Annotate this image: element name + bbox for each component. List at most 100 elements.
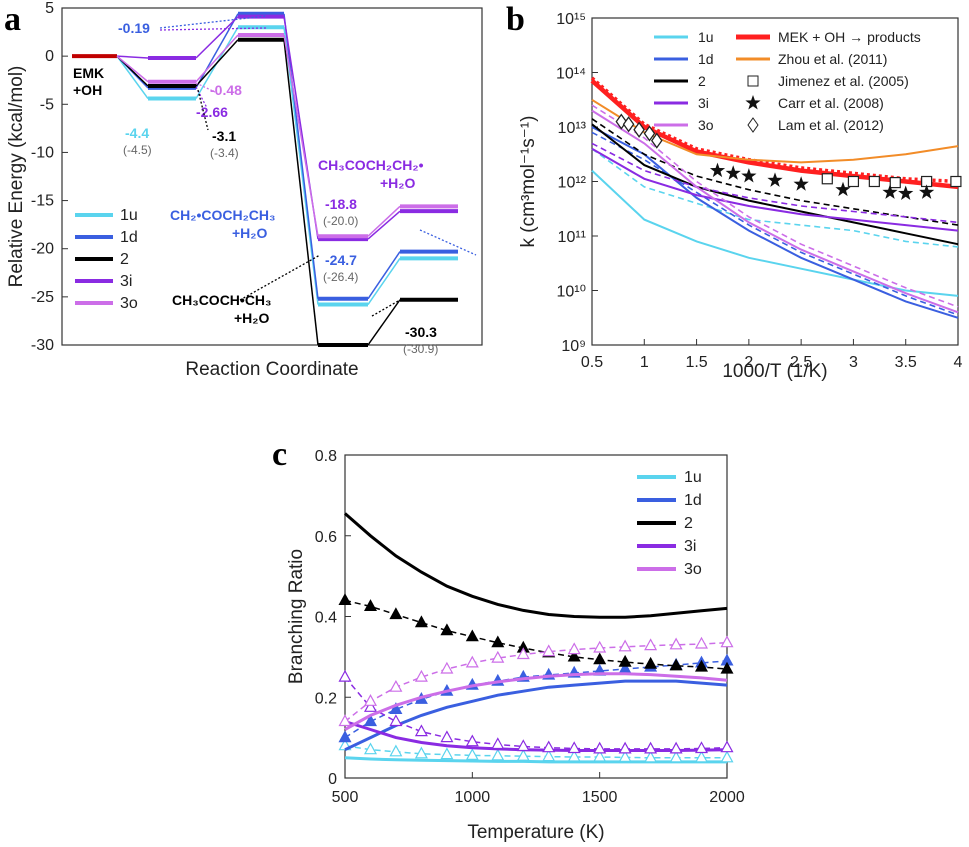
panel-b-legend-label-3i: 3i xyxy=(698,95,709,111)
panel-a-energy-label: -30.3 xyxy=(405,324,437,340)
panel-c-marker-1u xyxy=(542,749,556,762)
panel-a-pointer xyxy=(371,299,401,317)
panel-b-legend-label-3o: 3o xyxy=(698,117,714,133)
panel-c-legend-label-3i: 3i xyxy=(684,538,696,555)
panel-b-ytick-label: 10¹⁰ xyxy=(556,284,586,301)
panel-b-xtick-label: 0.5 xyxy=(581,354,603,371)
panel-c-marker-1u xyxy=(720,750,734,763)
panel-a-connector-1d xyxy=(283,13,319,299)
panel-c-marker-2 xyxy=(593,652,607,665)
panel-a-energy-sublabel: (-26.4) xyxy=(323,270,358,284)
panel-c-marker-2 xyxy=(644,656,658,669)
panel-c-marker-1u xyxy=(593,749,607,762)
panel-a-xlabel: Reaction Coordinate xyxy=(185,359,358,380)
panel-a-connector-1u xyxy=(283,27,319,305)
panel-c-marker-2 xyxy=(491,635,505,648)
panel-c-legend-label-1u: 1u xyxy=(684,469,702,486)
panel-c-marker-1d xyxy=(363,714,378,727)
panel-a-connector-2 xyxy=(195,39,239,87)
panel-c-marker-3o xyxy=(414,669,428,682)
panel-a-frame xyxy=(61,7,483,346)
panel-b-dashed-3o xyxy=(591,104,959,308)
panel-a-connector-1u xyxy=(367,257,401,305)
panel-a-legend-label-1u: 1u xyxy=(120,207,138,224)
panel-c-legend-label-3o: 3o xyxy=(684,561,702,578)
panel-c-legend-label-1d: 1d xyxy=(684,492,702,509)
panel-b-marker-carr xyxy=(793,176,809,191)
panel-a-species-label: +H₂O xyxy=(380,175,416,191)
panel-c-marker-3i xyxy=(363,700,378,712)
panel-b-marker-lam xyxy=(633,121,645,138)
panel-c-marker-1u xyxy=(363,742,378,755)
panel-a-species-label: CH₃COCH₂CH₂• xyxy=(318,157,424,173)
panel-c-marker-1u xyxy=(644,750,658,763)
panel-c-marker-2 xyxy=(567,649,581,662)
panel-a-legend-label-3o: 3o xyxy=(120,295,138,312)
panel-b-marker-carr xyxy=(882,184,898,199)
panel-c-marker-1u xyxy=(618,750,632,762)
panel-a-connector-1u xyxy=(116,55,149,99)
panel-a-species-label: CH₂•COCH₂CH₃ xyxy=(170,207,275,223)
panel-c-line-1d xyxy=(344,679,728,752)
panel-a-pointer xyxy=(239,254,321,301)
panel-letter-a: a xyxy=(4,1,21,38)
panel-c-xlabel: Temperature (K) xyxy=(467,822,604,843)
panel-b-marker-carr xyxy=(919,184,935,199)
panel-c-marker-3o xyxy=(465,655,479,668)
panel-c-marker-3i xyxy=(618,741,632,754)
panel-a-connector-3i xyxy=(195,16,239,59)
panel-c-marker-3i xyxy=(669,741,683,754)
panel-c-dashed-3o xyxy=(344,641,728,723)
panel-c-marker-3o xyxy=(593,640,607,653)
panel-b-ytick-label: 10¹¹ xyxy=(558,229,586,246)
panel-b-marker-carr xyxy=(741,168,757,183)
panel-c-ytick-label: 0 xyxy=(328,771,337,788)
panel-b-marker-carr xyxy=(767,172,783,187)
panel-c-xtick-label: 1000 xyxy=(455,789,491,806)
panel-a-ytick-label: -15 xyxy=(31,193,54,210)
panel-b-marker-carr xyxy=(835,181,851,197)
panel-b-marker-jimenez xyxy=(889,176,901,189)
panel-c-marker-3i xyxy=(389,714,403,727)
panel-a-pointer xyxy=(197,89,209,131)
panel-c-marker-3o xyxy=(440,661,454,674)
panel-c-marker-3i xyxy=(567,741,581,754)
panel-b-legend-label: Zhou et al. (2011) xyxy=(778,51,887,67)
panel-a-ytick-label: 0 xyxy=(45,48,54,65)
panel-a-species-label: +H₂O xyxy=(234,310,270,326)
panel-b-marker-lam xyxy=(622,116,635,133)
panel-b-line-2 xyxy=(591,123,959,246)
panel-c-marker-3o xyxy=(567,642,581,655)
panel-c-marker-3i xyxy=(644,741,658,754)
panel-c-marker-3o xyxy=(491,650,505,663)
panel-b-legend-label-1d: 1d xyxy=(698,51,714,67)
panel-c-line-3i xyxy=(344,720,728,752)
panel-a-energy-label: -4.4 xyxy=(125,125,149,141)
panel-c-marker-3i xyxy=(414,724,428,737)
panel-c-marker-1u xyxy=(669,750,683,763)
panel-b-dashed-3i xyxy=(591,142,959,224)
panel-a-connector-1d xyxy=(367,251,401,300)
panel-letter-c: c xyxy=(272,436,287,473)
panel-a-energy-label: -0.48 xyxy=(210,82,242,98)
panel-b-legend-label: MEK + OH → products xyxy=(778,29,921,45)
panel-c-ytick-label: 0.6 xyxy=(315,529,337,546)
panel-a-legend-label-2: 2 xyxy=(120,251,129,268)
panel-c-marker-3o xyxy=(363,694,378,706)
panel-b-legend-label-1u: 1u xyxy=(698,29,714,45)
panel-b-dashed-2 xyxy=(591,118,959,226)
panel-a-ytick-label: -25 xyxy=(31,289,54,306)
panel-c-marker-3i xyxy=(694,741,709,754)
panel-c-marker-2 xyxy=(389,607,403,620)
panel-b-legend-label: Carr et al. (2008) xyxy=(778,95,884,111)
panel-b-legend-label: Jimenez et al. (2005) xyxy=(778,73,909,89)
panel-c-marker-3o xyxy=(720,635,734,648)
panel-b-xtick-label: 4 xyxy=(954,354,963,371)
panel-a-species-label: +H₂O xyxy=(232,225,268,241)
panel-a-connector-3o xyxy=(195,34,239,83)
panel-a-connector-3o xyxy=(283,34,319,237)
panel-c-marker-3i xyxy=(542,740,556,753)
panel-c-dashed-1u xyxy=(344,744,727,759)
panel-c-legend-label-2: 2 xyxy=(684,515,693,532)
panel-c-marker-1u xyxy=(389,744,403,757)
